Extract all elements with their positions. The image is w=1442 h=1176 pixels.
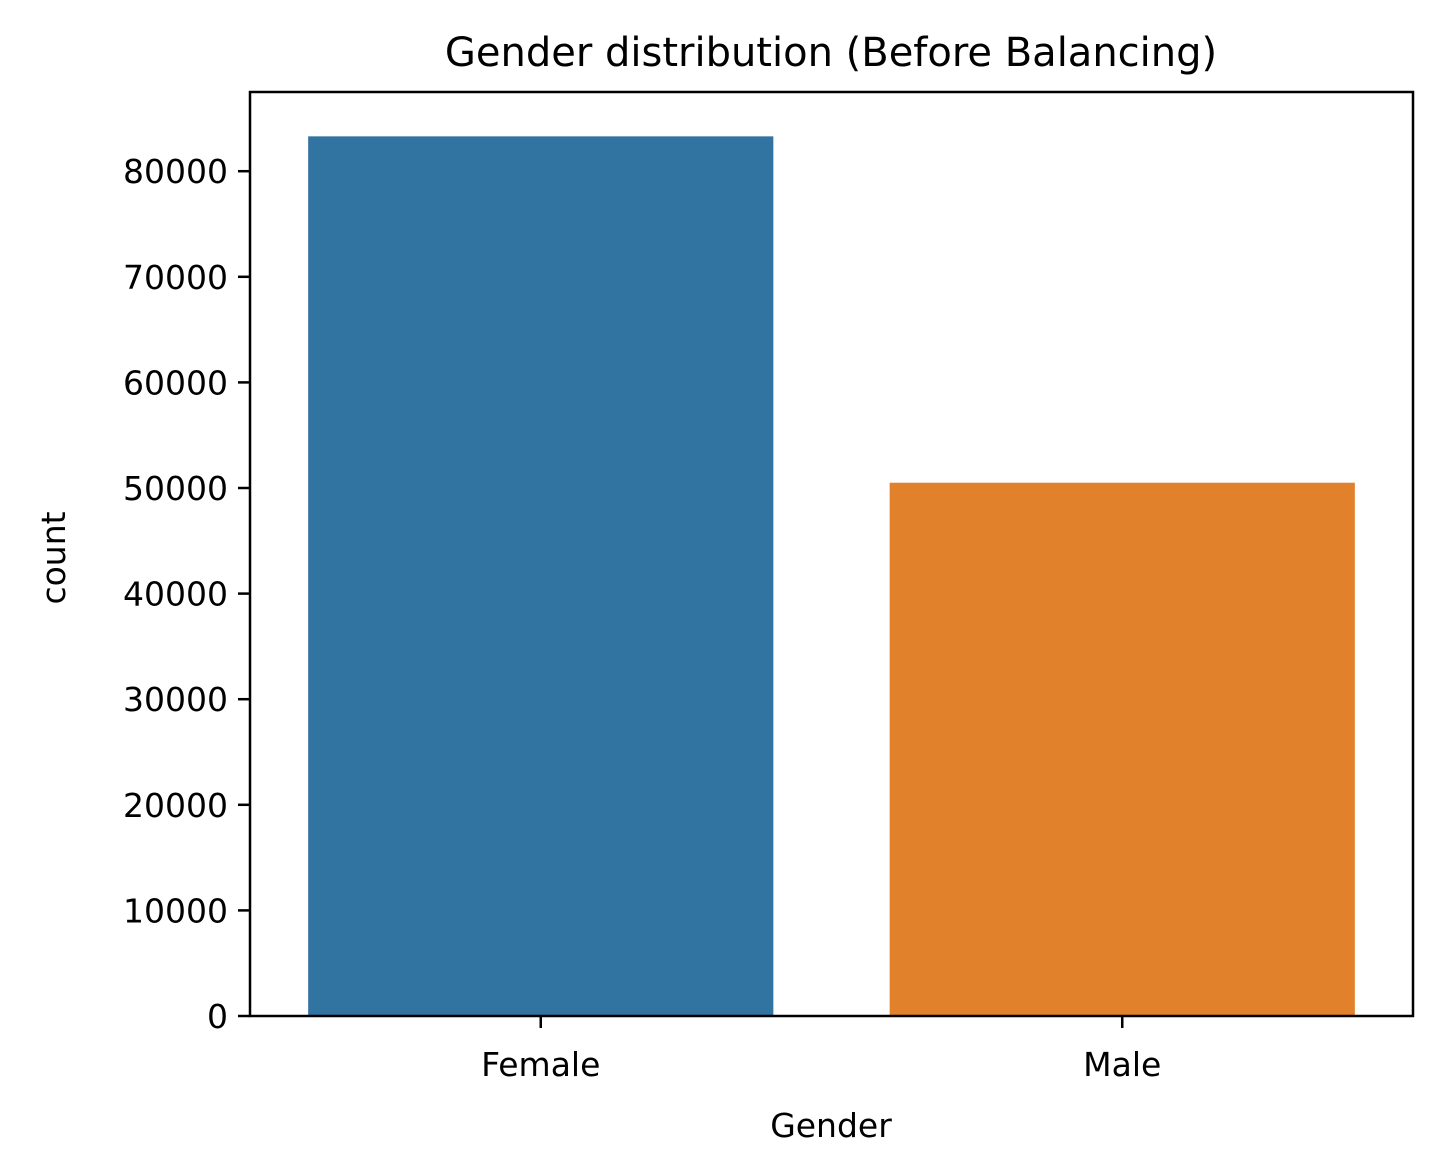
plot-frame [248, 90, 1415, 1018]
bar-female [308, 136, 774, 1017]
x-tick-label: Female [481, 1045, 600, 1084]
chart-title: Gender distribution (Before Balancing) [445, 30, 1217, 76]
y-tick-label: 30000 [123, 680, 228, 719]
y-tick-label: 20000 [123, 786, 228, 825]
y-tick-label: 60000 [123, 363, 228, 402]
x-axis-label: Gender [770, 1106, 892, 1145]
y-tick-label: 0 [207, 997, 228, 1036]
y-tick-label: 40000 [123, 575, 228, 614]
y-tick-label: 50000 [123, 469, 228, 508]
bars-group [308, 136, 1355, 1017]
y-axis-ticks: 0 10000 20000 30000 40000 50000 60000 70000 8000… [123, 152, 250, 1036]
bar-male [889, 482, 1355, 1017]
y-tick-label: 70000 [123, 258, 228, 297]
x-axis-ticks: Female Male [481, 1016, 1161, 1084]
y-tick-label: 10000 [123, 891, 228, 930]
y-axis-label: count [34, 511, 73, 604]
x-tick-label: Male [1083, 1045, 1161, 1084]
y-tick-label: 80000 [123, 152, 228, 191]
